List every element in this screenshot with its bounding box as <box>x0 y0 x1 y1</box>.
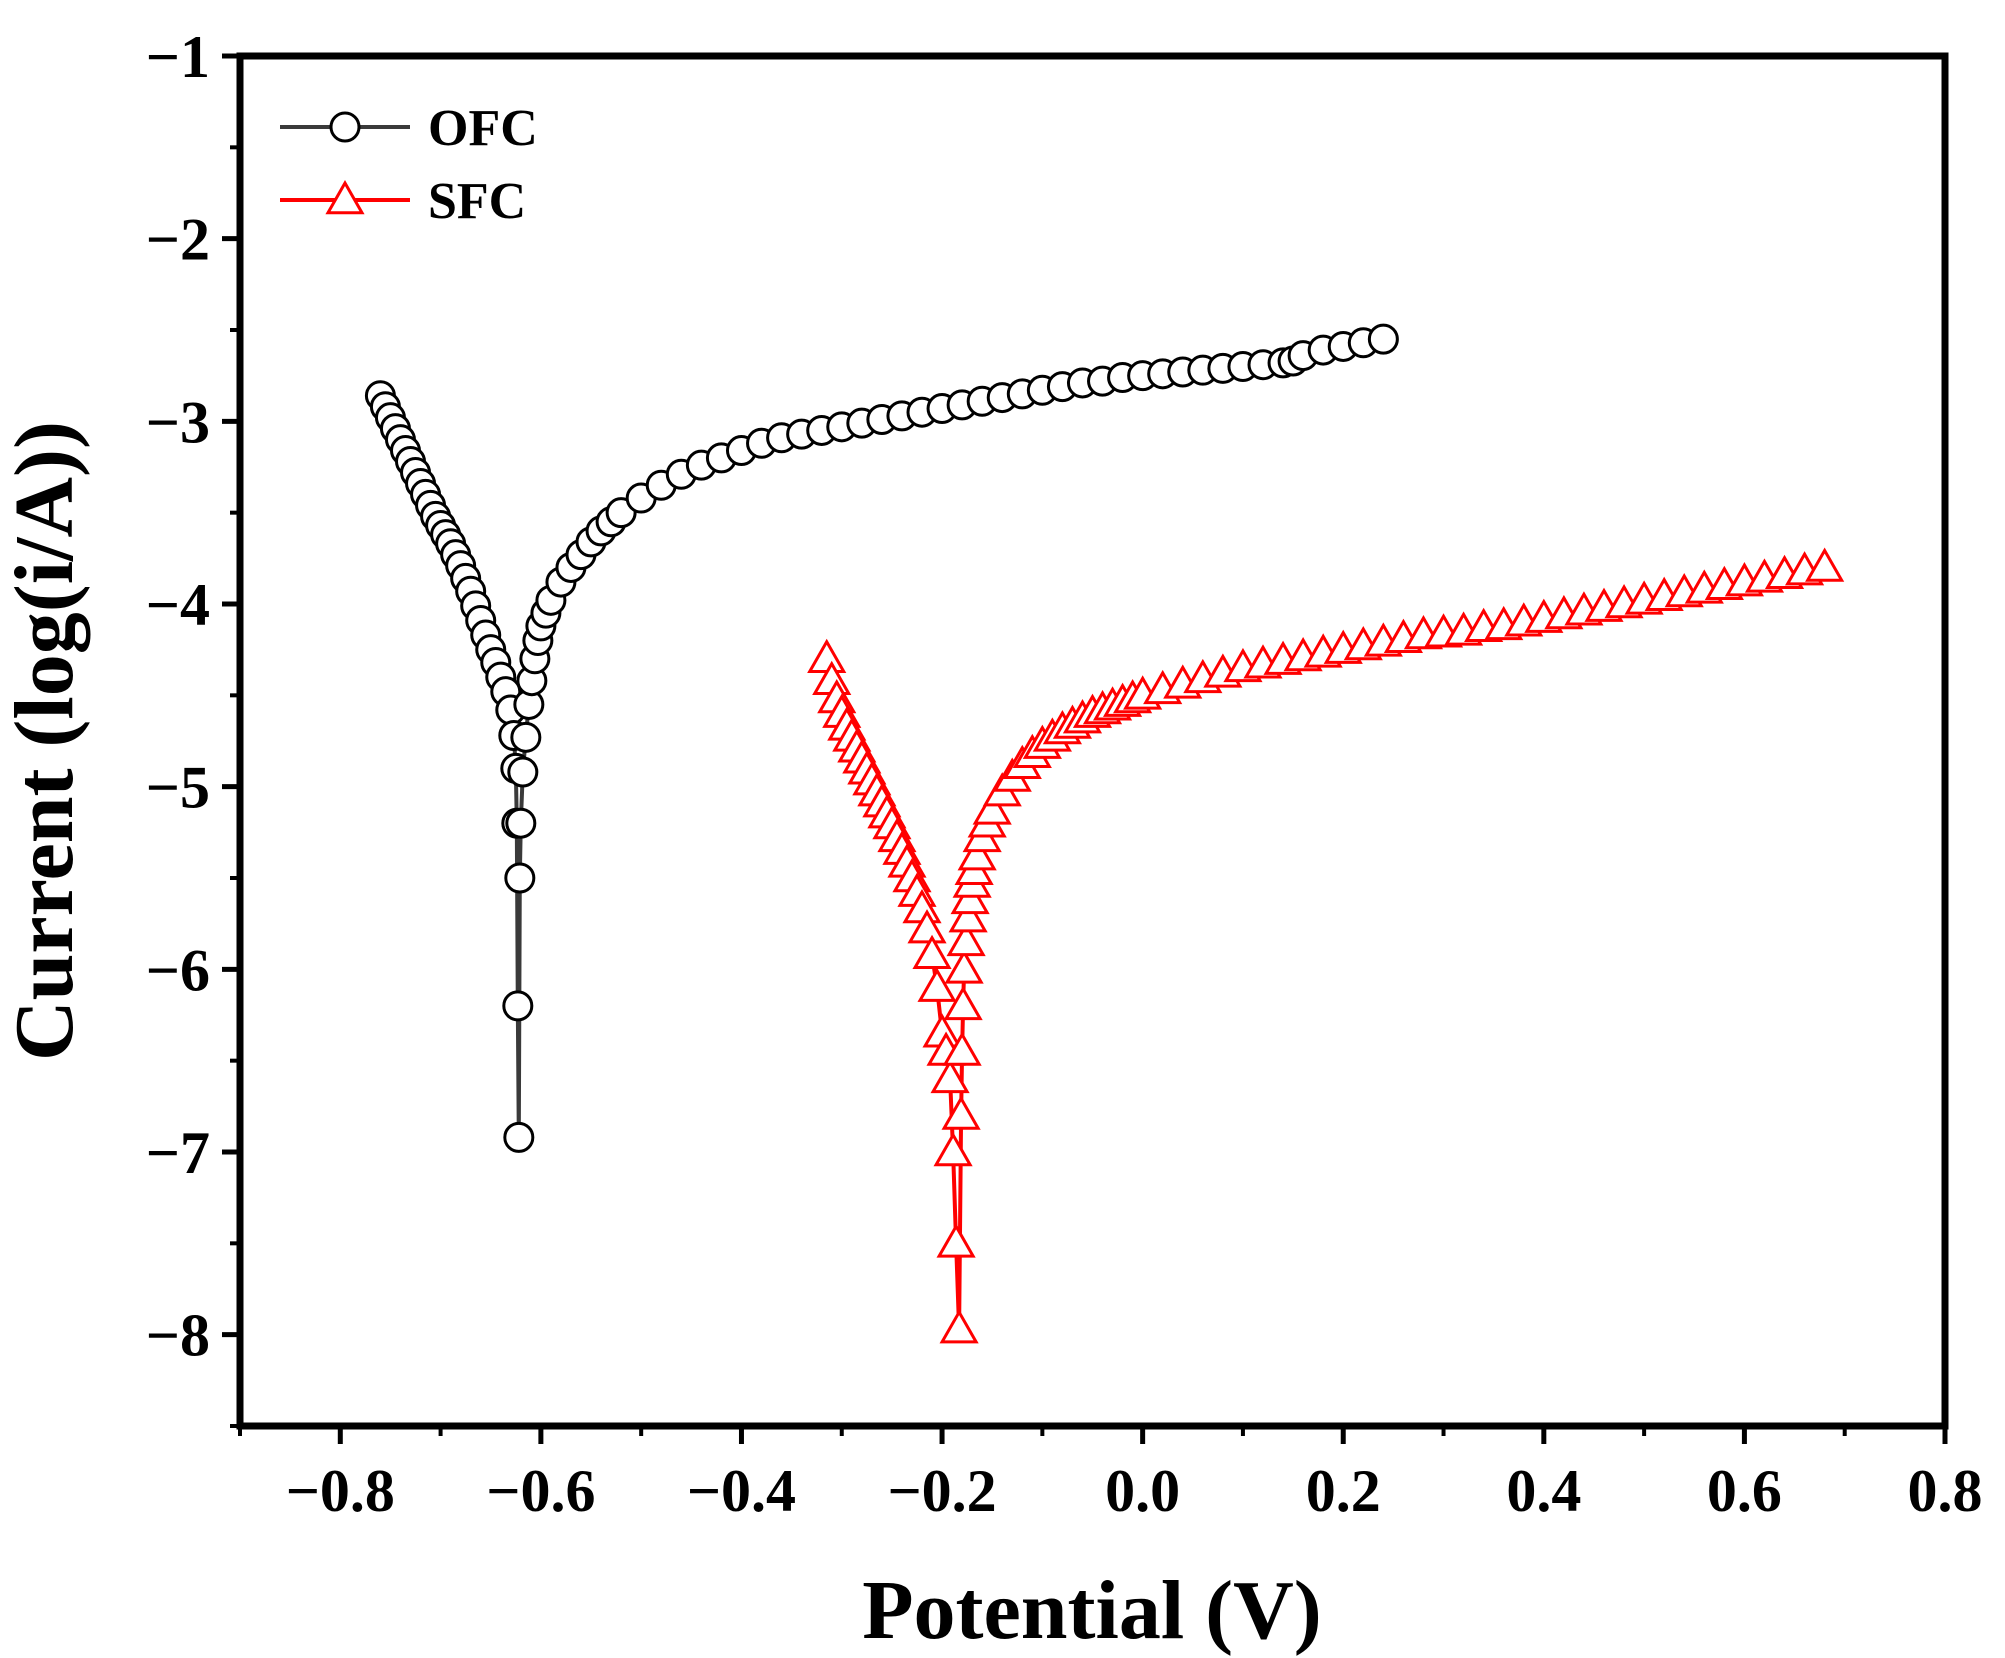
x-tick-label: 0.6 <box>1707 1458 1782 1524</box>
axis-ticks: −0.8 −0.6 −0.4 −0.2 0.0 0.2 0.4 0.6 0.8 −8 −7 −6 −5 −… <box>146 24 1983 1524</box>
legend-marker-ofc <box>329 111 361 143</box>
data-point-ofc <box>507 756 539 788</box>
y-tick-label: −3 <box>146 389 210 455</box>
y-tick-label: −6 <box>146 937 210 1003</box>
legend-label-ofc: OFC <box>428 100 538 157</box>
y-axis-title: Current (log(i/A)) <box>0 421 91 1061</box>
data-point-ofc <box>504 862 536 894</box>
data-point-ofc <box>502 990 534 1022</box>
data-point-ofc <box>503 1121 535 1153</box>
data-point-sfc <box>1805 547 1845 582</box>
data-point-sfc <box>917 967 957 1002</box>
x-tick-label: −0.2 <box>887 1458 996 1524</box>
x-tick-label: −0.4 <box>687 1458 796 1524</box>
data-point-ofc <box>1367 323 1399 355</box>
legend: OFC SFC <box>280 100 538 230</box>
data-point-sfc <box>950 879 990 915</box>
y-tick-label: −8 <box>146 1303 210 1369</box>
series-layer <box>364 323 1845 1344</box>
y-tick-label: −5 <box>146 755 210 821</box>
y-tick-label: −2 <box>146 207 210 273</box>
x-axis-title: Potential (V) <box>862 1564 1322 1657</box>
data-point-sfc <box>957 836 997 871</box>
data-point-sfc <box>936 1223 976 1258</box>
legend-marker-sfc <box>325 179 365 215</box>
x-tick-label: 0.8 <box>1908 1458 1983 1524</box>
data-point-sfc <box>948 898 988 933</box>
data-point-sfc <box>907 909 947 944</box>
x-tick-label: 0.4 <box>1506 1458 1581 1524</box>
data-point-sfc <box>933 1131 973 1167</box>
data-point-sfc <box>942 1031 982 1066</box>
x-tick-label: −0.8 <box>286 1458 395 1524</box>
series-ofc <box>364 323 1399 1153</box>
data-point-sfc <box>939 1309 979 1344</box>
x-tick-label: 0.2 <box>1306 1458 1381 1524</box>
x-tick-label: 0.0 <box>1105 1458 1180 1524</box>
plot-area-frame <box>236 52 1949 1430</box>
series-sfc <box>807 547 1845 1344</box>
data-point-ofc <box>510 721 542 753</box>
data-point-sfc <box>972 790 1012 825</box>
y-tick-label: −7 <box>146 1120 210 1186</box>
y-tick-label: −1 <box>146 24 210 90</box>
data-point-sfc <box>930 1058 970 1094</box>
data-point-ofc <box>505 807 537 839</box>
x-tick-label: −0.6 <box>486 1458 595 1524</box>
data-point-sfc <box>944 949 984 984</box>
y-tick-label: −4 <box>146 572 210 638</box>
legend-label-sfc: SFC <box>428 173 526 230</box>
data-point-sfc <box>912 934 952 969</box>
data-point-sfc <box>946 921 986 957</box>
data-point-sfc <box>943 985 983 1021</box>
data-point-sfc <box>941 1095 981 1130</box>
